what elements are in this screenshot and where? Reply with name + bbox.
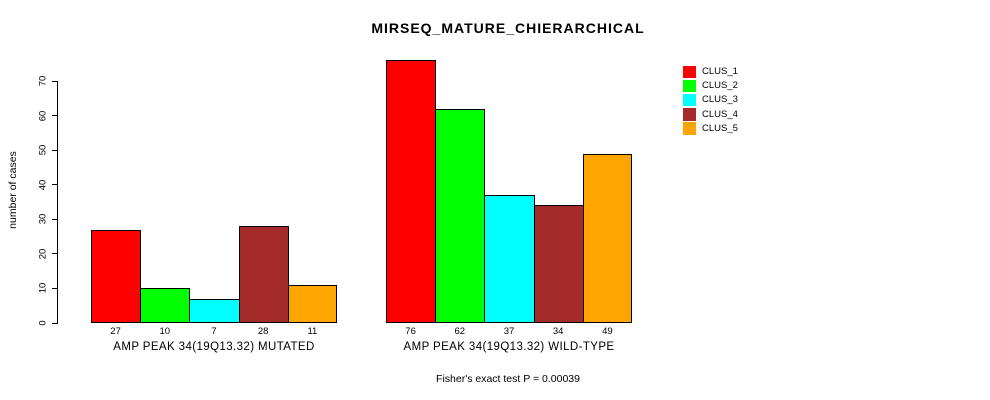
bar-value-label: 76 [405, 326, 416, 337]
y-axis-tick-label: 0 [37, 320, 49, 326]
legend-swatch-icon [683, 79, 696, 93]
y-axis-line [57, 81, 58, 324]
bar-value-label: 37 [503, 326, 515, 337]
bar [386, 60, 437, 323]
chart-title: MIRSEQ_MATURE_CHIERARCHICAL [371, 20, 645, 36]
y-axis-tick [52, 184, 58, 186]
y-axis-title: number of cases [7, 151, 19, 229]
bar-value-label: 49 [602, 326, 613, 337]
bar [287, 284, 337, 323]
bar [435, 108, 486, 323]
y-axis-tick-label: 60 [37, 110, 49, 121]
y-axis-tick [52, 287, 58, 289]
bar [484, 195, 535, 323]
bar-value-label: 11 [307, 326, 318, 337]
annotation-text: Fisher's exact test P = 0.00039 [436, 373, 580, 385]
group-label: AMP PEAK 34(19Q13.32) MUTATED [113, 341, 315, 353]
y-axis-tick [52, 322, 58, 324]
bar [189, 298, 240, 323]
legend-label: CLUS_4 [702, 108, 738, 120]
legend-label: CLUS_5 [702, 122, 738, 134]
legend-swatch-icon [683, 108, 696, 121]
y-axis-tick [52, 149, 58, 151]
legend-swatch-icon [683, 93, 696, 107]
bar-value-label: 34 [552, 326, 564, 337]
bar-value-label: 10 [159, 326, 171, 337]
legend-swatch-icon [683, 122, 696, 135]
y-axis-tick [52, 218, 58, 220]
y-axis-tick-label: 70 [37, 75, 49, 87]
group-label: AMP PEAK 34(19Q13.32) WILD-TYPE [403, 341, 615, 353]
legend-label: CLUS_2 [702, 80, 738, 92]
bar [140, 288, 191, 323]
y-axis-tick-label: 30 [37, 213, 49, 225]
bar-value-label: 7 [211, 326, 217, 337]
y-axis-tick [52, 80, 58, 82]
legend-swatch-icon [683, 65, 696, 78]
bar [582, 153, 632, 323]
y-axis-tick [52, 115, 58, 117]
bar [91, 229, 142, 323]
y-axis-tick-label: 50 [37, 144, 49, 156]
bar [238, 226, 289, 323]
y-axis-tick [52, 253, 58, 255]
legend-label: CLUS_3 [702, 94, 738, 106]
y-axis-tick-label: 10 [37, 283, 49, 294]
legend-label: CLUS_1 [702, 66, 738, 77]
bar-value-label: 28 [257, 326, 269, 337]
y-axis-tick-label: 20 [37, 248, 49, 260]
bar [533, 205, 584, 323]
bar-value-label: 27 [110, 326, 121, 337]
bar-value-label: 62 [454, 326, 466, 337]
y-axis-tick-label: 40 [37, 179, 49, 190]
